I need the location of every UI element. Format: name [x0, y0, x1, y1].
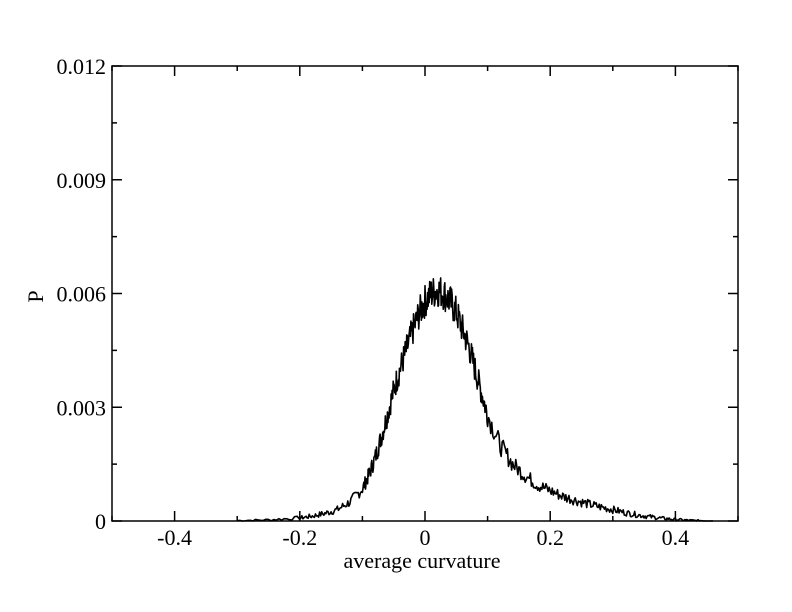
- y-tick-label: 0.012: [57, 54, 107, 79]
- y-tick-label: 0: [95, 509, 106, 534]
- plot-frame: [111, 65, 739, 522]
- y-tick-label: 0.006: [57, 282, 107, 307]
- x-axis-title: average curvature: [344, 548, 501, 573]
- series-line: [237, 277, 713, 522]
- y-axis-title: P: [23, 290, 48, 302]
- tick-labels: -0.4 -0.2 0 0.2 0.4 0 0.003 0.006 0.009 0.012: [57, 54, 690, 550]
- y-tick-label: 0.009: [57, 168, 107, 193]
- x-tick-label: 0.4: [662, 525, 690, 550]
- x-tick-label: 0: [420, 525, 431, 550]
- x-tick-label: -0.4: [157, 525, 192, 550]
- x-tick-label: 0.2: [536, 525, 564, 550]
- y-tick-label: 0.003: [57, 395, 107, 420]
- x-tick-label: -0.2: [282, 525, 317, 550]
